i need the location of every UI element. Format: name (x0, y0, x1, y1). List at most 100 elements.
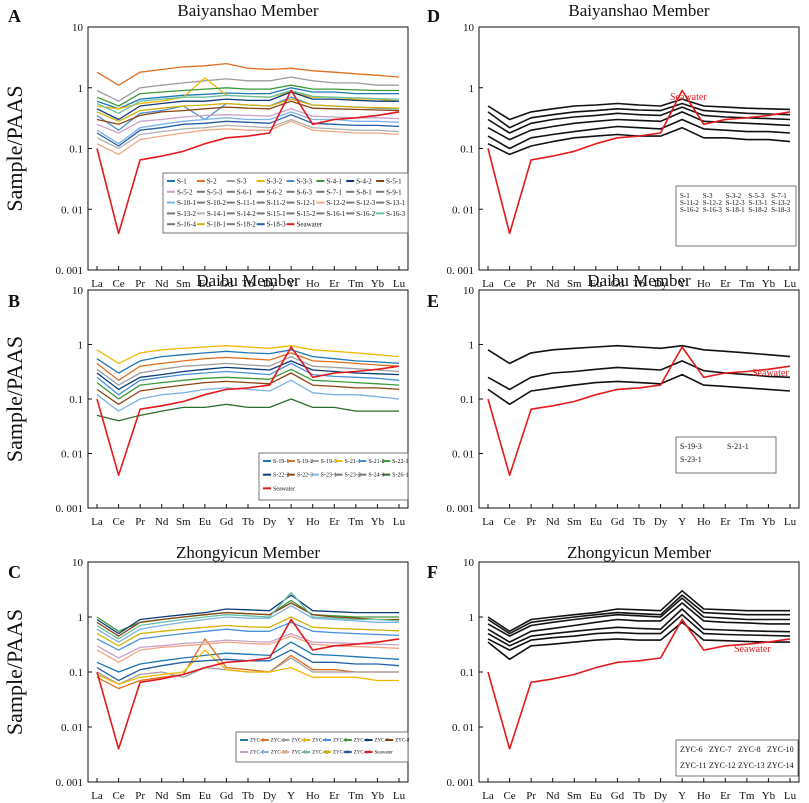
legend-label: S-16-3 (703, 206, 723, 214)
y-tick-label: 0. 01 (452, 204, 474, 216)
series-line-s-5-1 (96, 100, 400, 125)
x-tick-label: Eu (590, 278, 603, 290)
legend-label: S-19-2 (297, 459, 313, 465)
x-tick-label: Sm (176, 278, 191, 290)
panel-label: A (8, 6, 21, 26)
legend-label: S-18-2 (237, 221, 257, 229)
legend-label: ZYC-14 (767, 761, 794, 770)
legend-label: S-3-2 (267, 178, 283, 186)
y-tick-label: 10 (72, 285, 84, 297)
legend-label: S-5-2 (177, 188, 193, 196)
chart-title: Zhongyicun Member (176, 543, 320, 562)
seawater-annotation: Seawater (752, 368, 789, 379)
legend-label: S-14-1 (207, 210, 227, 218)
legend-label: S-13-2 (177, 210, 197, 218)
x-tick-label: Ho (697, 516, 711, 528)
series-line-zyc-7 (96, 594, 399, 635)
y-tick-label: 10 (463, 22, 475, 34)
x-tick-label: Dy (654, 790, 668, 802)
series-line-seawater (96, 89, 400, 235)
legend-label: S-5-1 (386, 178, 402, 186)
legend: S-19-1 S-19-2 S-19-3 S-21-1 S-21-2 S-22-1 S-22… (258, 452, 409, 501)
series-line-s-21-1 (487, 344, 791, 365)
series-line-s-22-1 (96, 368, 400, 400)
x-tick-label: Gd (611, 790, 625, 802)
legend-label: S-19-3 (680, 442, 702, 451)
series-line-s-5-2 (96, 108, 400, 134)
x-tick-label: La (91, 790, 103, 802)
y-tick-label: 1 (78, 612, 84, 624)
legend-label: S-22-3 (297, 473, 313, 479)
x-tick-label: Dy (654, 278, 668, 290)
legend-label: S-7-1 (326, 188, 342, 196)
series-line-s-21-1 (96, 345, 400, 365)
legend-box (675, 739, 799, 777)
series-line-s-26-1 (96, 398, 399, 422)
x-tick-label: Tm (739, 278, 755, 290)
legend-label: S-19-1 (273, 459, 289, 465)
x-tick-label: Y (678, 790, 686, 802)
chart-panel-B: B Daibu Member Sample/PAAS 0. 001 0. 01 0.1 1 1… (2, 271, 409, 528)
series-line-s-16-2 (487, 118, 791, 150)
legend-label: ZYC-12 (709, 761, 736, 770)
legend-label: S-18-1 (726, 206, 746, 214)
series-line-s-3 (96, 76, 399, 102)
y-tick-label: 0.1 (460, 144, 474, 156)
legend-label: S-22-2 (273, 473, 289, 479)
chart-title: Baiyanshao Member (568, 1, 709, 20)
y-tick-label: 0.1 (460, 667, 474, 679)
legend-label: S-6-3 (297, 188, 313, 196)
y-tick-label: 0. 01 (61, 722, 83, 734)
series-line-zyc-13 (487, 613, 791, 651)
y-axis-label: Sample/PAAS (2, 609, 27, 735)
x-tick-label: Nd (155, 516, 169, 528)
series-line-zyc-10 (96, 605, 399, 643)
series-line-s-19-3 (96, 355, 400, 386)
x-tick-label: Dy (263, 516, 277, 528)
legend-label: ZYC-14 (354, 751, 371, 756)
x-tick-label: Tm (739, 516, 755, 528)
legend-label: S-1 (177, 178, 187, 186)
x-tick-label: Er (329, 790, 340, 802)
legend-label: S-21-1 (727, 442, 749, 451)
x-tick-label: Er (720, 278, 731, 290)
series-line-s-2 (96, 62, 400, 86)
x-tick-label: Pr (526, 278, 536, 290)
legend-label: S-16-4 (177, 221, 197, 229)
legend-label: ZYC-5 (333, 739, 348, 744)
series-line-zyc-11 (487, 621, 790, 661)
x-tick-label: Tb (633, 278, 646, 290)
legend-label: ZYC-8 (738, 745, 761, 754)
series-line-s-19-2 (96, 352, 400, 381)
x-tick-label: Gd (220, 278, 234, 290)
y-tick-label: 0. 001 (447, 503, 475, 515)
series-line-seawater (487, 89, 791, 235)
legend-label: ZYC-12 (312, 751, 329, 756)
legend-label: ZYC-6 (354, 739, 369, 744)
series-line-s-16-3 (96, 89, 400, 114)
x-tick-label: Lu (784, 516, 797, 528)
legend-label: ZYC-3 (292, 739, 307, 744)
legend-label: S-12-1 (297, 199, 317, 207)
legend-label: S-6-2 (267, 188, 283, 196)
legend-label: ZYC-10 (767, 745, 794, 754)
x-tick-label: Sm (567, 790, 582, 802)
panel-label: B (8, 291, 20, 311)
x-tick-label: Y (287, 516, 295, 528)
legend-label: ZYC-4 (312, 739, 327, 744)
series-line-s-5-3 (487, 106, 791, 134)
series-line-s-1 (96, 87, 399, 110)
x-tick-label: Ho (697, 790, 711, 802)
x-tick-label: Tm (348, 516, 364, 528)
series-line-zyc-1 (96, 641, 400, 673)
x-tick-label: Eu (590, 516, 603, 528)
legend-label: S-7-1 (771, 192, 787, 200)
series-line-s-21-2 (96, 362, 400, 396)
y-tick-label: 1 (469, 612, 475, 624)
x-tick-label: Nd (546, 278, 560, 290)
y-tick-label: 1 (78, 340, 84, 352)
legend-label: ZYC-7 (375, 739, 390, 744)
x-tick-label: Lu (393, 790, 406, 802)
x-tick-label: Tb (242, 278, 255, 290)
series-line-s-18-3 (96, 114, 400, 147)
